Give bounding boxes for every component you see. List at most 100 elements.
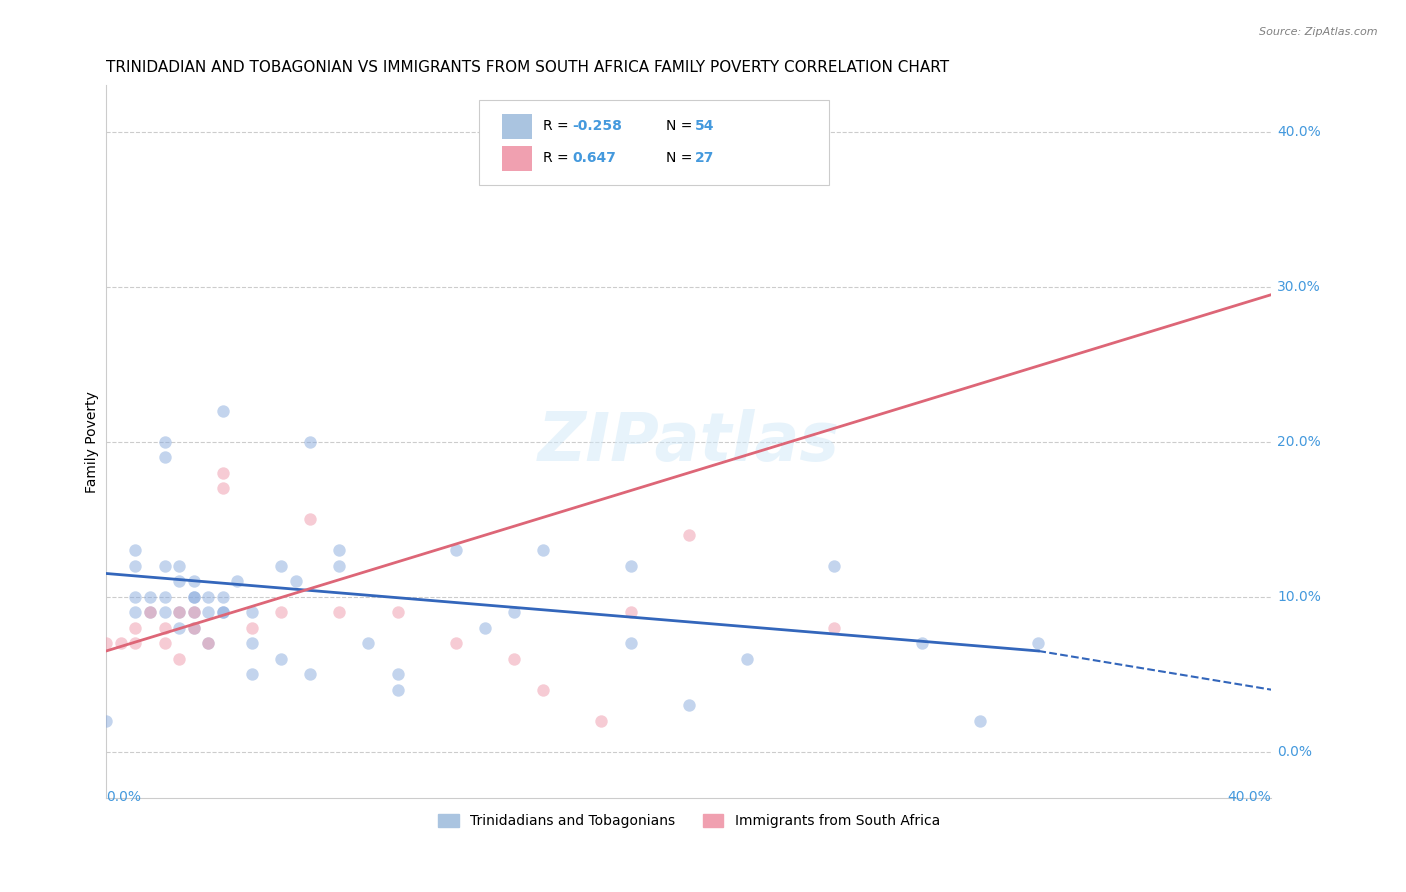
Point — [823, 558, 845, 573]
Point — [299, 434, 322, 449]
Point — [284, 574, 307, 589]
Point — [270, 605, 292, 619]
Point — [240, 667, 263, 681]
Point — [167, 605, 190, 619]
Point — [299, 512, 322, 526]
Point — [444, 543, 467, 558]
Point — [211, 481, 233, 495]
Point — [735, 651, 758, 665]
Point — [531, 543, 554, 558]
Point — [911, 636, 934, 650]
Text: Source: ZipAtlas.com: Source: ZipAtlas.com — [1260, 27, 1378, 37]
Point — [619, 636, 641, 650]
Point — [678, 528, 700, 542]
Text: TRINIDADIAN AND TOBAGONIAN VS IMMIGRANTS FROM SOUTH AFRICA FAMILY POVERTY CORREL: TRINIDADIAN AND TOBAGONIAN VS IMMIGRANTS… — [107, 60, 949, 75]
Text: R =: R = — [543, 120, 574, 133]
Point — [503, 605, 526, 619]
Point — [167, 605, 190, 619]
Point — [197, 590, 219, 604]
Point — [197, 636, 219, 650]
Point — [270, 558, 292, 573]
Point — [183, 590, 205, 604]
Point — [619, 558, 641, 573]
Point — [240, 605, 263, 619]
Point — [1028, 636, 1050, 650]
Point — [153, 605, 176, 619]
Point — [197, 605, 219, 619]
Text: 10.0%: 10.0% — [1277, 590, 1322, 604]
Text: 40.0%: 40.0% — [1277, 125, 1322, 139]
Y-axis label: Family Poverty: Family Poverty — [86, 391, 100, 492]
Text: 54: 54 — [695, 120, 714, 133]
Point — [96, 636, 118, 650]
Point — [139, 605, 162, 619]
Point — [197, 636, 219, 650]
Point — [124, 621, 146, 635]
Point — [124, 590, 146, 604]
Point — [110, 636, 132, 650]
Point — [240, 636, 263, 650]
Point — [183, 621, 205, 635]
Point — [153, 621, 176, 635]
Point — [153, 434, 176, 449]
Point — [183, 621, 205, 635]
Point — [678, 698, 700, 713]
Point — [183, 574, 205, 589]
Point — [591, 714, 613, 728]
Point — [211, 404, 233, 418]
Point — [183, 605, 205, 619]
Point — [328, 605, 350, 619]
Point — [328, 558, 350, 573]
Point — [357, 636, 380, 650]
Text: ZIPatlas: ZIPatlas — [538, 409, 839, 475]
Point — [139, 605, 162, 619]
Point — [387, 682, 409, 697]
Point — [503, 651, 526, 665]
Text: 30.0%: 30.0% — [1277, 280, 1322, 293]
Text: 0.647: 0.647 — [572, 151, 616, 165]
Point — [167, 558, 190, 573]
Point — [328, 543, 350, 558]
Point — [124, 605, 146, 619]
Point — [124, 636, 146, 650]
Text: 0.0%: 0.0% — [1277, 745, 1312, 759]
Point — [153, 636, 176, 650]
Text: R =: R = — [543, 151, 574, 165]
Point — [240, 621, 263, 635]
Text: -0.258: -0.258 — [572, 120, 623, 133]
Point — [270, 651, 292, 665]
Point — [167, 574, 190, 589]
Point — [299, 667, 322, 681]
Point — [226, 574, 249, 589]
Point — [619, 605, 641, 619]
Point — [531, 682, 554, 697]
Point — [474, 621, 496, 635]
Point — [153, 450, 176, 465]
Text: 27: 27 — [695, 151, 714, 165]
Point — [969, 714, 991, 728]
FancyBboxPatch shape — [479, 100, 828, 186]
Point — [96, 714, 118, 728]
Point — [823, 621, 845, 635]
Point — [387, 667, 409, 681]
Point — [183, 590, 205, 604]
Text: 40.0%: 40.0% — [1227, 790, 1271, 805]
FancyBboxPatch shape — [502, 146, 531, 171]
Text: 0.0%: 0.0% — [107, 790, 141, 805]
Text: N =: N = — [665, 151, 696, 165]
Point — [124, 543, 146, 558]
Point — [139, 590, 162, 604]
Point — [387, 605, 409, 619]
Point — [153, 558, 176, 573]
Point — [167, 621, 190, 635]
Point — [211, 605, 233, 619]
Point — [211, 590, 233, 604]
Point — [153, 590, 176, 604]
FancyBboxPatch shape — [502, 114, 531, 139]
Point — [444, 636, 467, 650]
Point — [167, 651, 190, 665]
Point — [211, 466, 233, 480]
Point — [211, 605, 233, 619]
Text: N =: N = — [665, 120, 696, 133]
Text: 20.0%: 20.0% — [1277, 434, 1322, 449]
